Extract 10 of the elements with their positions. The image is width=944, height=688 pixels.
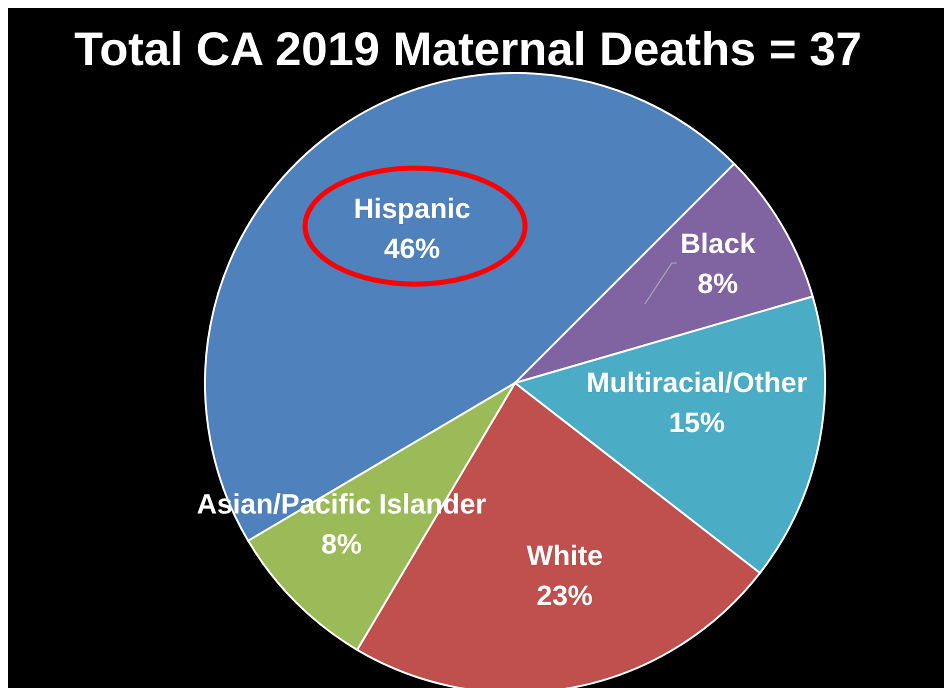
- chart-title: Total CA 2019 Maternal Deaths = 37: [74, 22, 862, 75]
- data-label: 15%: [668, 407, 726, 438]
- slice-label: White: [526, 540, 603, 572]
- data-label: 8%: [698, 268, 738, 300]
- slice-label: Black: [680, 228, 756, 260]
- data-label: 46%: [384, 233, 440, 264]
- data-label: 8%: [321, 528, 362, 560]
- slice-label: Hispanic: [354, 193, 470, 224]
- slice-label: Multiracial/Other: [586, 367, 808, 398]
- data-label: 23%: [536, 580, 593, 612]
